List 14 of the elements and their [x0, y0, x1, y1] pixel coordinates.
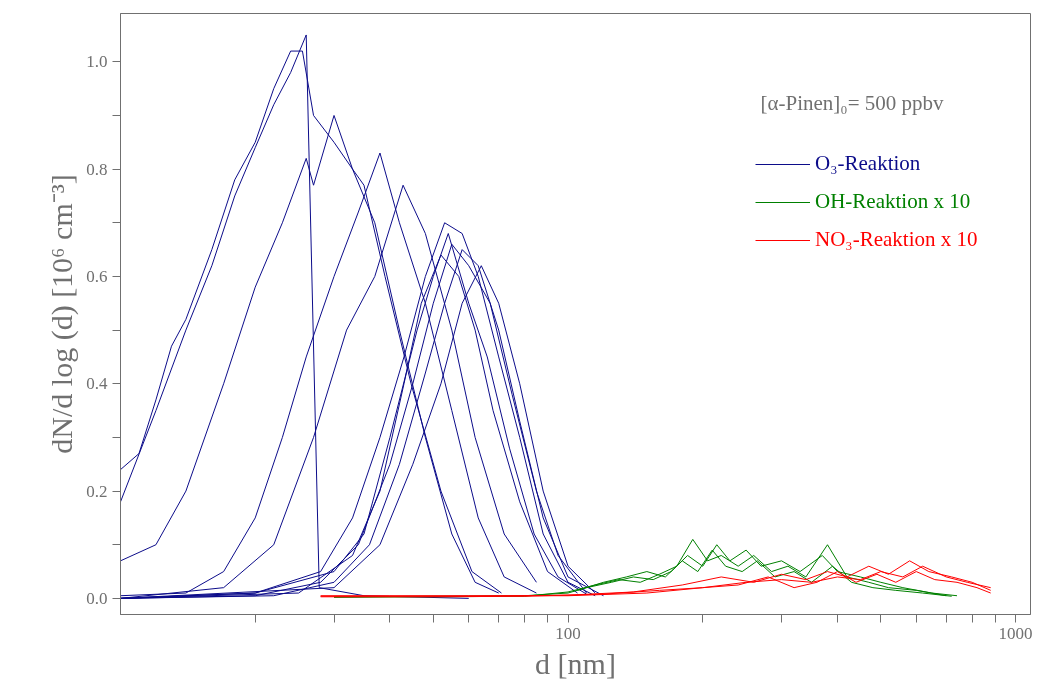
- y-tick-label: 1.0: [86, 52, 108, 72]
- legend-label: O₃-Reaktion: [815, 151, 921, 176]
- annotation: [α-Pinen]₀= 500 ppbv: [760, 90, 944, 115]
- y-axis-title: dN/d log (d) [10⁶ cm⁻³]: [45, 174, 80, 454]
- y-tick-label: 0.2: [86, 481, 108, 501]
- x-tick-label: 1000: [998, 623, 1033, 643]
- y-tick-label: 0.0: [86, 588, 108, 608]
- y-tick-label: 0.8: [86, 159, 108, 179]
- legend-label: OH-Reaktion x 10: [815, 189, 971, 214]
- legend-label: NO₃-Reaktion x 10: [815, 227, 978, 252]
- x-axis-title: d [nm]: [535, 646, 616, 680]
- x-tick-label: 100: [555, 623, 581, 643]
- y-tick-label: 0.4: [86, 374, 108, 394]
- y-tick-label: 0.6: [86, 266, 108, 286]
